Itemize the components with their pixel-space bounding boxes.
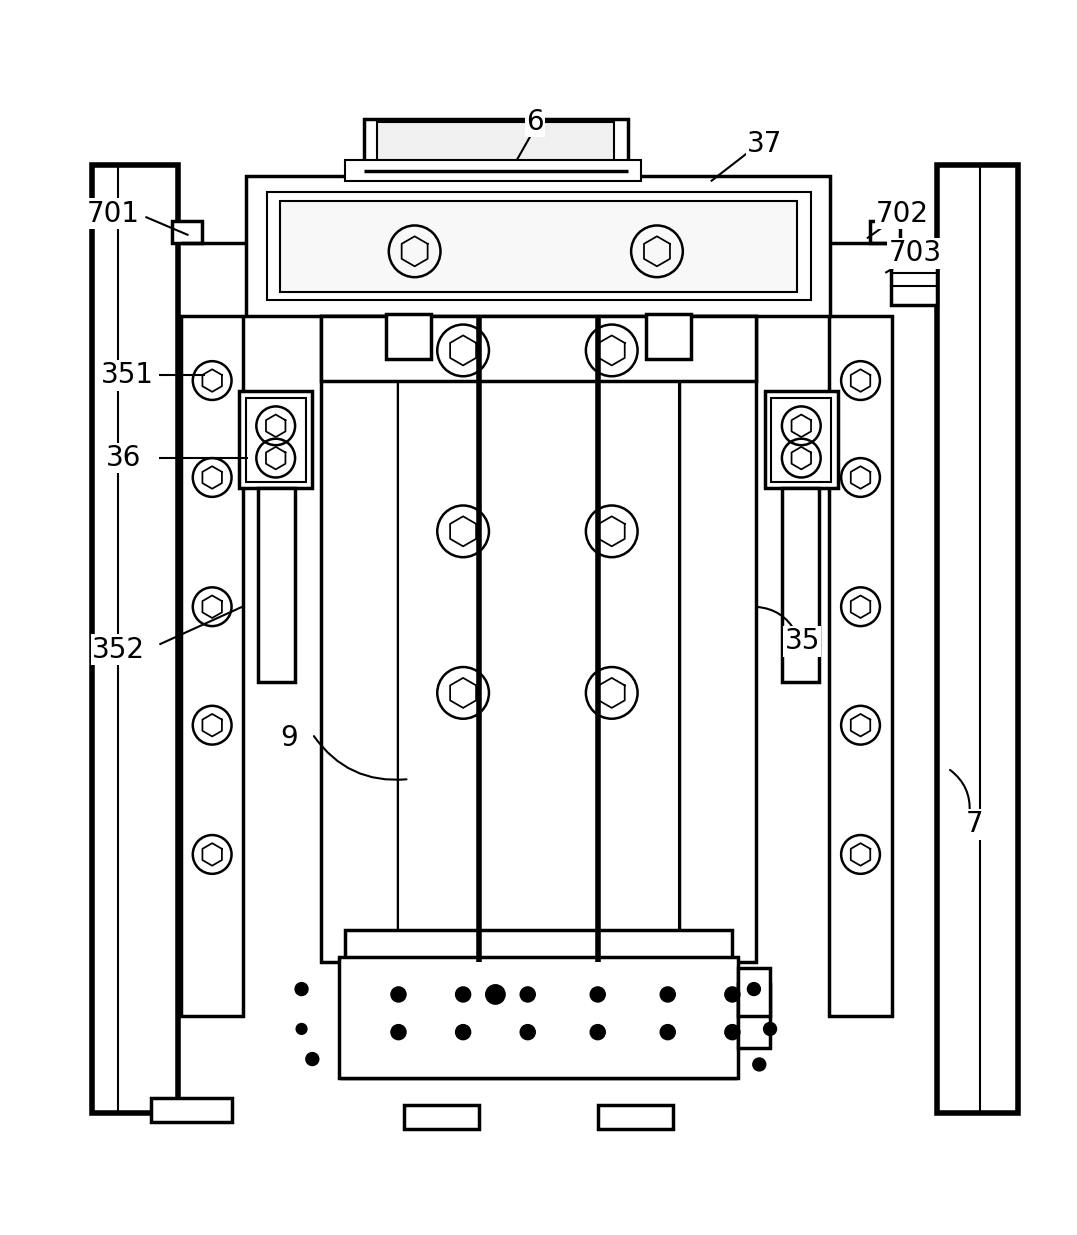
Bar — [386, 314, 431, 359]
Bar — [377, 122, 614, 163]
Circle shape — [520, 987, 535, 1002]
Bar — [342, 1035, 735, 1055]
Bar — [267, 193, 811, 300]
Text: 702: 702 — [876, 200, 929, 227]
Bar — [679, 316, 756, 962]
Bar — [342, 965, 735, 984]
Bar — [92, 165, 178, 1113]
Bar — [870, 221, 900, 243]
Text: 351: 351 — [100, 361, 154, 389]
Circle shape — [590, 1025, 605, 1040]
Circle shape — [590, 987, 605, 1002]
Bar — [598, 1105, 673, 1129]
Bar — [172, 221, 202, 243]
Circle shape — [660, 987, 675, 1002]
Bar — [891, 243, 937, 305]
Bar — [398, 316, 679, 962]
Circle shape — [486, 984, 505, 1004]
Circle shape — [456, 987, 471, 1002]
Text: 703: 703 — [889, 240, 942, 268]
Bar — [364, 119, 628, 170]
Circle shape — [725, 1025, 740, 1040]
Bar — [345, 930, 732, 967]
Bar — [404, 1105, 479, 1129]
Bar — [280, 201, 797, 293]
Circle shape — [296, 1024, 307, 1034]
Bar — [258, 488, 295, 682]
Bar — [339, 957, 738, 1078]
Text: 9: 9 — [280, 724, 297, 752]
Text: 37: 37 — [747, 130, 782, 158]
Circle shape — [725, 987, 740, 1002]
Bar — [246, 398, 306, 482]
Text: 7: 7 — [966, 810, 983, 839]
Circle shape — [520, 1025, 535, 1040]
Bar — [765, 391, 838, 488]
Text: 352: 352 — [92, 636, 145, 663]
Bar — [239, 391, 312, 488]
Bar — [646, 314, 691, 359]
Text: 6: 6 — [527, 109, 544, 136]
Bar — [342, 1060, 735, 1078]
Bar — [321, 316, 756, 380]
Bar — [782, 488, 819, 682]
Bar — [181, 316, 243, 1016]
Bar — [738, 967, 770, 1016]
Bar — [937, 165, 1018, 1113]
Circle shape — [391, 987, 406, 1002]
Circle shape — [295, 983, 308, 995]
Bar — [345, 159, 641, 182]
Text: 701: 701 — [86, 200, 140, 227]
Circle shape — [306, 1052, 319, 1066]
Text: 35: 35 — [785, 627, 820, 656]
Bar — [151, 1098, 232, 1121]
Bar — [361, 962, 716, 989]
Bar — [829, 316, 892, 1016]
Circle shape — [660, 1025, 675, 1040]
Circle shape — [456, 1025, 471, 1040]
Circle shape — [753, 1058, 766, 1071]
Bar — [342, 988, 735, 1008]
Bar — [246, 175, 830, 316]
Bar — [342, 1011, 735, 1031]
Circle shape — [747, 983, 760, 995]
Circle shape — [764, 1023, 777, 1035]
Bar — [771, 398, 831, 482]
Circle shape — [391, 1025, 406, 1040]
Bar — [321, 316, 398, 962]
Bar — [738, 984, 770, 1049]
Text: 36: 36 — [107, 445, 141, 472]
